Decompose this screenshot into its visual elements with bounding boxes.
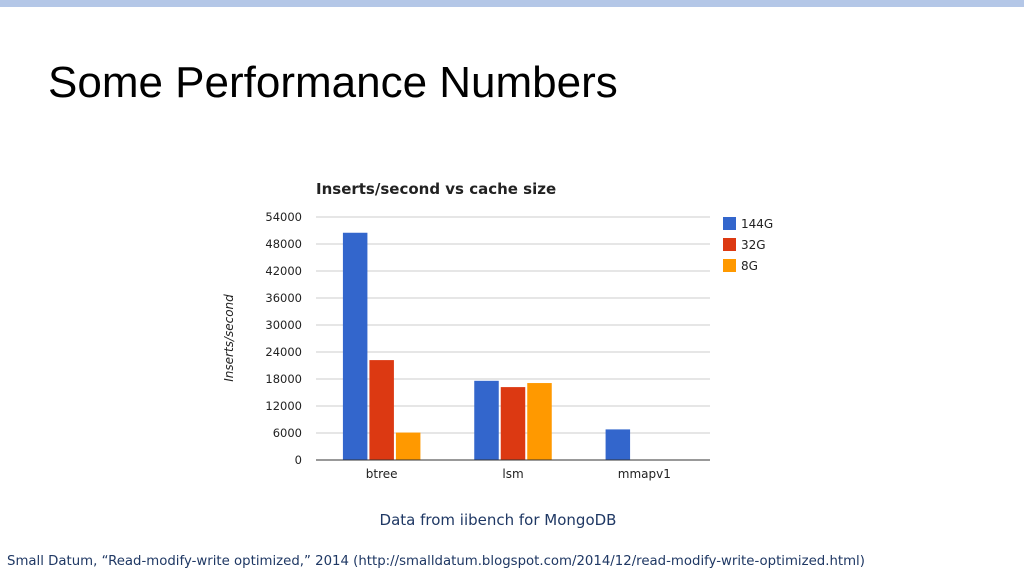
bars — [342, 232, 631, 460]
y-tick-label: 30000 — [265, 318, 302, 332]
bar-lsm-8G — [527, 383, 552, 460]
y-axis-ticks: 0 6000 12000 18000 24000 30000 36000 42000 48000… — [265, 210, 302, 467]
y-tick-label: 12000 — [265, 399, 302, 413]
bar-lsm-144G — [474, 380, 499, 460]
x-tick-label: btree — [366, 467, 398, 481]
y-tick-label: 24000 — [265, 345, 302, 359]
top-accent-bar — [0, 0, 1024, 7]
chart-caption: Data from iibench for MongoDB — [0, 511, 1000, 529]
legend: 144G 32G 8G — [723, 217, 773, 273]
slide-title: Some Performance Numbers — [48, 58, 618, 107]
y-tick-label: 18000 — [265, 372, 302, 386]
x-tick-label: lsm — [502, 467, 523, 481]
chart-title: Inserts/second vs cache size — [316, 180, 556, 198]
legend-label: 8G — [741, 259, 758, 273]
y-tick-label: 48000 — [265, 237, 302, 251]
y-tick-label: 6000 — [273, 426, 302, 440]
legend-swatch-8G — [723, 259, 736, 272]
chart-caption-text: Data from iibench for MongoDB — [379, 511, 617, 529]
y-tick-label: 0 — [295, 453, 302, 467]
x-tick-label: mmapv1 — [618, 467, 671, 481]
x-axis-ticks: btree lsm mmapv1 — [366, 467, 671, 481]
legend-swatch-32G — [723, 238, 736, 251]
y-tick-label: 42000 — [265, 264, 302, 278]
source-footnote: Small Datum, “Read-modify-write optimize… — [7, 554, 865, 569]
bar-btree-32G — [369, 360, 394, 460]
bar-mmapv1-144G — [605, 429, 631, 460]
bar-btree-144G — [342, 232, 368, 460]
bar-btree-8G — [395, 432, 421, 460]
legend-swatch-144G — [723, 217, 736, 230]
y-axis-label: Inserts/second — [222, 294, 236, 382]
bar-lsm-32G — [500, 387, 526, 460]
legend-label: 32G — [741, 238, 766, 252]
y-tick-label: 54000 — [265, 210, 302, 224]
legend-label: 144G — [741, 217, 773, 231]
y-tick-label: 36000 — [265, 291, 302, 305]
